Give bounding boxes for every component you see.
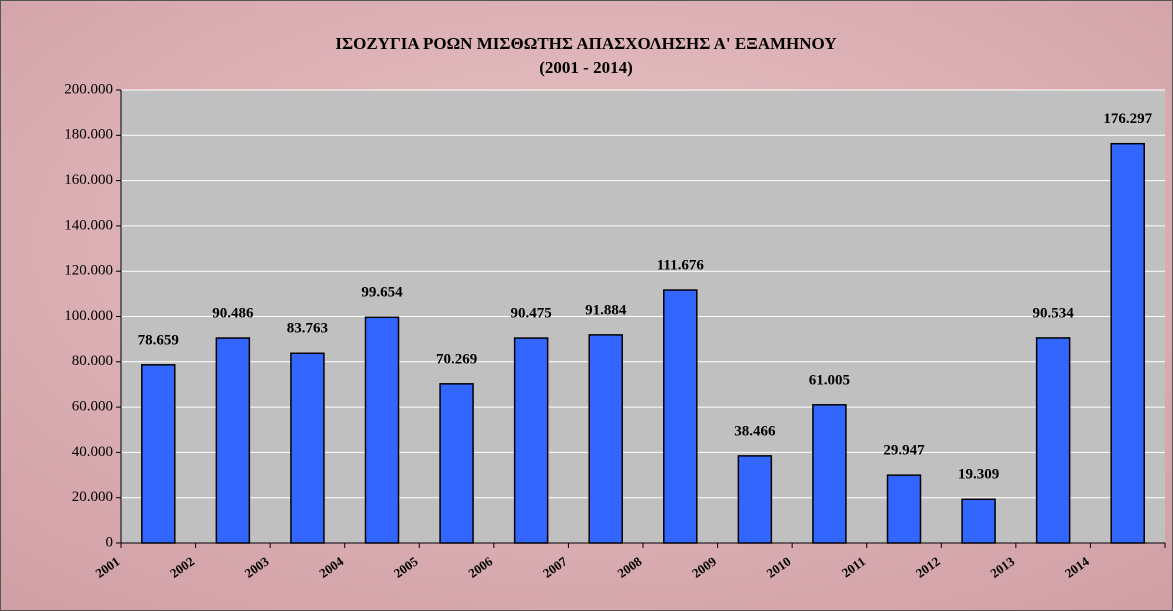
bar xyxy=(290,352,325,544)
data-label: 29.947 xyxy=(883,443,925,459)
bar xyxy=(1035,337,1071,544)
bar xyxy=(886,474,922,544)
bar xyxy=(513,337,549,544)
data-label: 61.005 xyxy=(809,372,850,388)
y-tick-label: 20.000 xyxy=(72,489,113,505)
y-tick-label: 200.000 xyxy=(64,81,113,97)
bar xyxy=(588,334,623,544)
y-tick-label: 120.000 xyxy=(64,263,113,279)
data-label: 176.297 xyxy=(1103,111,1152,127)
data-label: 38.466 xyxy=(734,423,776,439)
data-label: 90.486 xyxy=(212,305,254,321)
y-tick-label: 160.000 xyxy=(64,172,113,188)
bar xyxy=(663,289,698,544)
y-tick-label: 140.000 xyxy=(64,217,113,233)
data-label: 70.269 xyxy=(436,351,477,367)
chart-title: ΙΣΟΖΥΓΙΑ ΡΟΩΝ ΜΙΣΘΩΤΗΣ ΑΠΑΣΧΟΛΗΣΗΣ Α' ΕΞ… xyxy=(335,34,836,53)
bar xyxy=(215,337,251,544)
data-label: 99.654 xyxy=(361,285,403,301)
data-label: 90.475 xyxy=(511,306,552,322)
y-tick-label: 60.000 xyxy=(72,399,113,415)
data-label: 91.884 xyxy=(585,302,627,318)
data-label: 111.676 xyxy=(657,257,705,273)
data-label: 90.534 xyxy=(1033,305,1075,321)
bar xyxy=(1110,142,1145,544)
bar xyxy=(141,364,176,544)
y-tick-label: 40.000 xyxy=(72,444,113,460)
bar xyxy=(812,404,847,544)
y-tick-label: 180.000 xyxy=(64,127,113,143)
bar xyxy=(961,498,996,544)
data-label: 78.659 xyxy=(138,332,179,348)
data-label: 83.763 xyxy=(287,321,328,337)
y-tick-label: 80.000 xyxy=(72,353,113,369)
bar xyxy=(439,383,474,544)
bar xyxy=(364,316,400,544)
y-tick-label: 100.000 xyxy=(64,308,113,324)
bar xyxy=(737,455,773,544)
y-tick-label: 0 xyxy=(106,534,114,550)
data-label: 19.309 xyxy=(958,467,999,483)
chart-subtitle: (2001 - 2014) xyxy=(539,58,632,77)
